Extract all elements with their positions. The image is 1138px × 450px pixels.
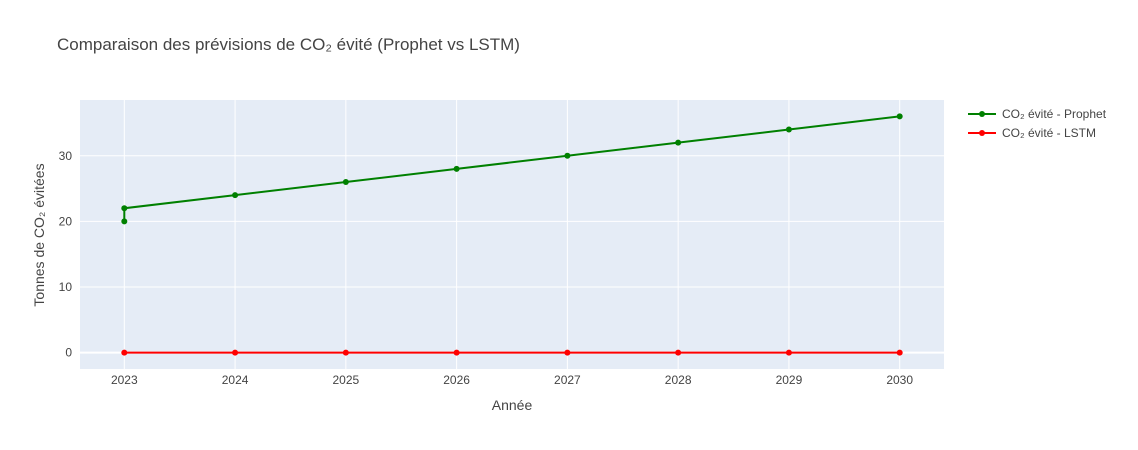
data-point: [453, 165, 460, 172]
legend-item[interactable]: CO₂ évité - LSTM: [968, 126, 1096, 140]
data-point: [342, 179, 349, 186]
x-tick-label: 2029: [776, 373, 803, 387]
series-layer: [121, 113, 903, 356]
x-axis-title: Année: [492, 397, 533, 413]
y-axis-ticks: 0 10 20 30: [59, 149, 73, 360]
data-point: [342, 349, 349, 356]
data-point: [675, 139, 682, 146]
data-point: [785, 349, 792, 356]
y-tick-label: 20: [59, 214, 73, 228]
x-tick-label: 2026: [443, 373, 470, 387]
legend-marker: [979, 111, 985, 117]
data-point: [785, 126, 792, 133]
data-point: [121, 218, 128, 225]
y-tick-label: 10: [59, 280, 73, 294]
data-point: [675, 349, 682, 356]
y-axis-title: Tonnes de CO₂ évitées: [31, 163, 47, 306]
data-point: [564, 152, 571, 159]
series-lstm: [121, 349, 903, 356]
data-point: [896, 349, 903, 356]
y-tick-label: 30: [59, 149, 73, 163]
legend: CO₂ évité - Prophet CO₂ évité - LSTM: [968, 107, 1107, 140]
legend-item[interactable]: CO₂ évité - Prophet: [968, 107, 1107, 121]
y-tick-label: 0: [65, 346, 72, 360]
x-tick-label: 2027: [554, 373, 581, 387]
data-point: [232, 349, 239, 356]
x-tick-label: 2025: [332, 373, 359, 387]
x-tick-label: 2028: [665, 373, 692, 387]
data-point: [232, 192, 239, 199]
chart-title: Comparaison des prévisions de CO₂ évité …: [57, 35, 520, 54]
data-point: [453, 349, 460, 356]
x-tick-label: 2023: [111, 373, 138, 387]
data-point: [121, 349, 128, 356]
legend-label: CO₂ évité - Prophet: [1002, 107, 1107, 121]
data-point: [121, 205, 128, 212]
data-point: [564, 349, 571, 356]
data-point: [896, 113, 903, 120]
plot-area: [80, 100, 944, 369]
x-axis-ticks: 2023 2024 2025 2026 2027 2028 2029 2030: [111, 373, 913, 387]
x-tick-label: 2024: [222, 373, 249, 387]
legend-label: CO₂ évité - LSTM: [1002, 126, 1096, 140]
legend-marker: [979, 130, 985, 136]
series-prophet: [121, 113, 903, 225]
x-tick-label: 2030: [886, 373, 913, 387]
